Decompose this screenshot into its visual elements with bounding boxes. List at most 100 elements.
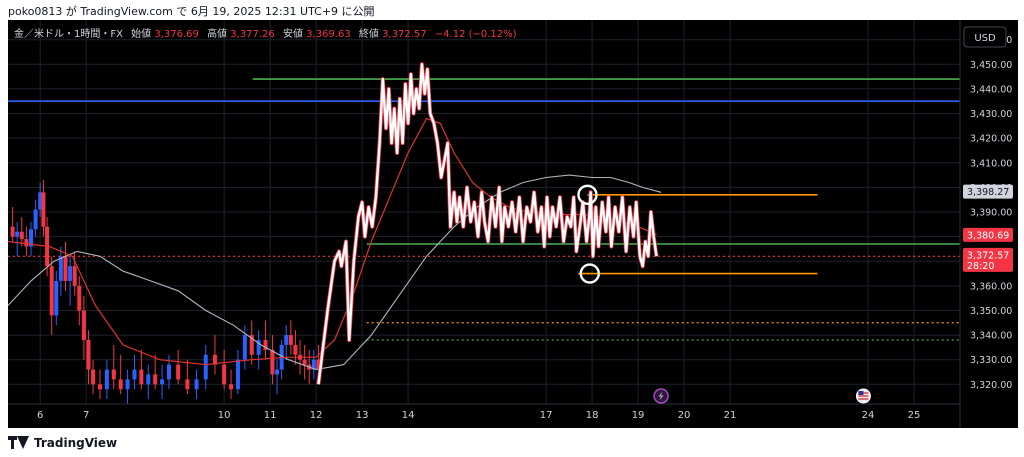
time-tick-label: 19 — [632, 410, 645, 421]
candle-body — [194, 379, 199, 390]
legend-line: 金／米ドル・1時間・FX 始値 3,376.69 高値 3,377.26 安値 … — [14, 27, 517, 40]
time-tick-label: 18 — [586, 410, 599, 421]
candlesticks — [10, 180, 321, 404]
candle-body — [139, 369, 144, 385]
legend-high-value: 3,377.26 — [230, 29, 275, 40]
candle-body — [10, 226, 15, 237]
candle-body — [153, 374, 158, 385]
legend-close-value: 3,372.57 — [382, 29, 427, 40]
price-tick-label: 3,340.00 — [970, 331, 1012, 342]
time-tick-label: 24 — [862, 410, 875, 421]
footer-bar: TradingView — [0, 430, 1024, 457]
time-tick-label: 25 — [908, 410, 921, 421]
price-label-text: 3,372.57 — [967, 250, 1009, 261]
candle-body — [203, 354, 208, 380]
legend-low-value: 3,369.63 — [306, 29, 351, 40]
drawn-horizontal-lines[interactable] — [8, 78, 960, 341]
candle-body — [58, 256, 63, 281]
legend-open-value: 3,376.69 — [154, 29, 199, 40]
candle-body — [15, 231, 20, 237]
candle-body — [49, 266, 54, 316]
currency-label[interactable]: USD — [974, 33, 996, 44]
time-tick-label: 11 — [264, 410, 277, 421]
candle-body — [146, 374, 151, 385]
price-tick-label: 3,390.00 — [970, 208, 1012, 219]
candle-body — [91, 369, 96, 385]
candle-body — [41, 192, 46, 227]
candle-body — [311, 359, 316, 370]
price-tick-label: 3,430.00 — [970, 109, 1012, 120]
candle-body — [132, 369, 137, 380]
candle-body — [63, 256, 68, 281]
candle-body — [19, 231, 24, 240]
price-label: 3,398.27 — [963, 184, 1013, 199]
candle-body — [185, 379, 190, 390]
legend-change: −4.12 (−0.12%) — [435, 29, 517, 40]
price-label-bg — [963, 247, 1013, 272]
legend-low-label: 安値 — [283, 27, 303, 40]
candle-body — [28, 229, 33, 247]
candle-body — [104, 369, 109, 390]
price-label: 3,380.69 — [963, 227, 1013, 242]
candle-body — [293, 344, 298, 355]
event-markers[interactable] — [653, 388, 871, 404]
legend-symbol: 金／米ドル・1時間・FX — [14, 27, 123, 40]
price-label-text: 3,380.69 — [967, 230, 1009, 241]
candle-body — [229, 384, 234, 390]
chart-panel[interactable]: 3,320.00 3,330.00 3,340.00 3,350.00 3,360.00… — [7, 20, 1018, 428]
circle-annotations[interactable] — [577, 184, 600, 284]
candle-body — [222, 364, 227, 385]
circle-marker[interactable] — [579, 263, 600, 284]
price-axis[interactable]: 3,320.00 3,330.00 3,340.00 3,350.00 3,360.00… — [970, 35, 1012, 391]
candle-body — [86, 340, 91, 370]
candle-body — [284, 335, 289, 345]
price-chart[interactable]: 3,320.00 3,330.00 3,340.00 3,350.00 3,360.00… — [7, 20, 1018, 428]
circle-marker[interactable] — [577, 184, 598, 205]
time-tick-label: 13 — [356, 410, 369, 421]
price-path-drawing[interactable] — [316, 62, 659, 385]
tradingview-logo-icon — [8, 436, 30, 450]
candle-body — [212, 354, 217, 365]
price-label-text: 3,398.27 — [967, 187, 1009, 198]
time-axis[interactable]: 6 7 10 11 12 13 14 17 18 19 20 21 24 25 — [37, 410, 920, 421]
candle-body — [288, 335, 293, 345]
price-tick-label: 3,330.00 — [970, 355, 1012, 366]
candle-body — [77, 285, 82, 311]
ma-slow-line — [7, 174, 662, 371]
lightning-icon[interactable] — [653, 388, 669, 404]
brand-label: TradingView — [34, 436, 118, 450]
currency-box[interactable]: USD — [963, 26, 1007, 48]
price-tick-label: 3,410.00 — [970, 158, 1012, 169]
candle-body — [111, 369, 116, 380]
candle-body — [176, 364, 181, 380]
candle-body — [68, 266, 73, 281]
price-tick-label: 3,350.00 — [970, 306, 1012, 317]
candle-body — [54, 280, 59, 316]
candle-body — [263, 340, 268, 350]
candle-body — [242, 335, 247, 360]
candle-body — [24, 239, 29, 247]
candle-body — [81, 310, 86, 340]
time-tick-label: 12 — [310, 410, 323, 421]
candle-body — [302, 359, 307, 365]
tradingview-brand[interactable]: TradingView — [8, 436, 117, 450]
price-label-countdown: 28:20 — [967, 261, 994, 272]
price-label-bg — [963, 184, 1013, 199]
price-tick-label: 3,420.00 — [970, 134, 1012, 145]
candle-body — [160, 379, 165, 385]
candle-body — [97, 384, 102, 390]
candle-body — [249, 335, 254, 355]
us-flag-icon[interactable] — [855, 388, 871, 404]
candle-body — [270, 349, 275, 375]
publish-info: poko0813 が TradingView.com で 6月 19, 2025… — [8, 5, 375, 18]
time-tick-label: 20 — [678, 410, 691, 421]
time-tick-label: 17 — [540, 410, 553, 421]
price-tick-label: 3,440.00 — [970, 84, 1012, 95]
price-tick-label: 3,320.00 — [970, 380, 1012, 391]
price-path-line[interactable] — [317, 63, 658, 385]
price-tick-label: 3,360.00 — [970, 281, 1012, 292]
candle-body — [72, 266, 77, 286]
legend: 金／米ドル・1時間・FX 始値 3,376.69 高値 3,377.26 安値 … — [14, 27, 517, 40]
